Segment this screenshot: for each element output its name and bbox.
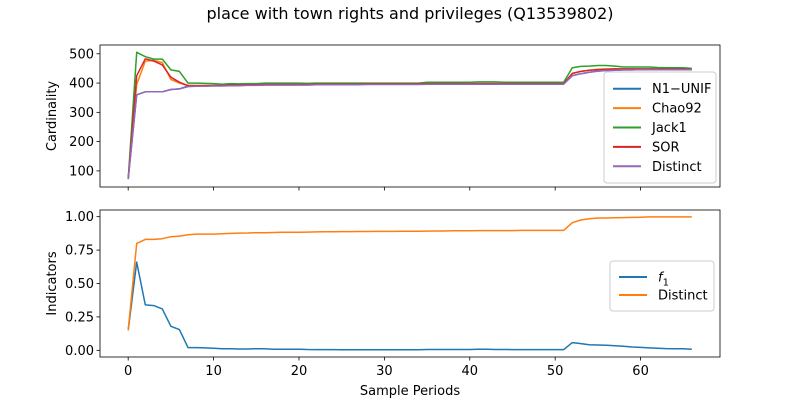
series-line-4 bbox=[127, 68, 692, 180]
axes-frame bbox=[99, 44, 721, 188]
legend-label-1: Chao92 bbox=[652, 102, 702, 117]
x-tick-label: 10 bbox=[205, 364, 222, 379]
x-tick-label: 50 bbox=[547, 364, 564, 379]
legend-label-1: Distinct bbox=[658, 289, 708, 304]
y-tick-label: 0.25 bbox=[65, 310, 94, 325]
y-tick-label: 1.00 bbox=[65, 210, 94, 225]
y-axis-label: Indicators bbox=[45, 251, 60, 315]
series-line-0 bbox=[127, 261, 692, 351]
x-tick-label: 40 bbox=[462, 364, 479, 379]
legend-frame bbox=[609, 260, 715, 312]
axes-frame bbox=[99, 209, 721, 358]
legend-frame bbox=[603, 71, 717, 184]
series-line-1 bbox=[127, 216, 692, 331]
x-tick-label: 20 bbox=[291, 364, 308, 379]
y-tick-label: 0.00 bbox=[65, 344, 94, 359]
indicators-axes: 0.00 0.25 0.50 0.75 1.00 0 10 20 30 40 50 60 Indicat… bbox=[45, 209, 721, 399]
legend-label-3: SOR bbox=[652, 140, 680, 155]
x-axis-label: Sample Periods bbox=[360, 384, 460, 399]
legend: N1−UNIF Chao92 Jack1 SOR Distinct bbox=[603, 71, 717, 184]
x-tick-label: 30 bbox=[376, 364, 393, 379]
legend-label-4: Distinct bbox=[652, 160, 702, 175]
y-axis-label: Cardinality bbox=[45, 81, 60, 152]
x-tick-label: 0 bbox=[124, 364, 132, 379]
x-tick-label: 60 bbox=[632, 364, 649, 379]
legend-label-2: Jack1 bbox=[651, 121, 687, 136]
legend-label-0: N1−UNIF bbox=[652, 82, 711, 97]
y-tick-label: 0.50 bbox=[65, 277, 94, 292]
y-tick-label: 200 bbox=[69, 135, 94, 150]
y-tick-label: 300 bbox=[69, 106, 94, 121]
y-tick-label: 400 bbox=[69, 77, 94, 92]
legend-label-0: f1 bbox=[658, 271, 669, 289]
y-tick-label: 500 bbox=[69, 47, 94, 62]
series-line-2 bbox=[127, 51, 692, 180]
y-tick-label: 100 bbox=[69, 164, 94, 179]
figure-title: place with town rights and privileges (Q… bbox=[206, 4, 613, 23]
cardinality-axes: 100 200 300 400 500 Cardinality N1−UNIF Chao92 J… bbox=[45, 44, 721, 191]
y-tick-label: 0.75 bbox=[65, 244, 94, 259]
